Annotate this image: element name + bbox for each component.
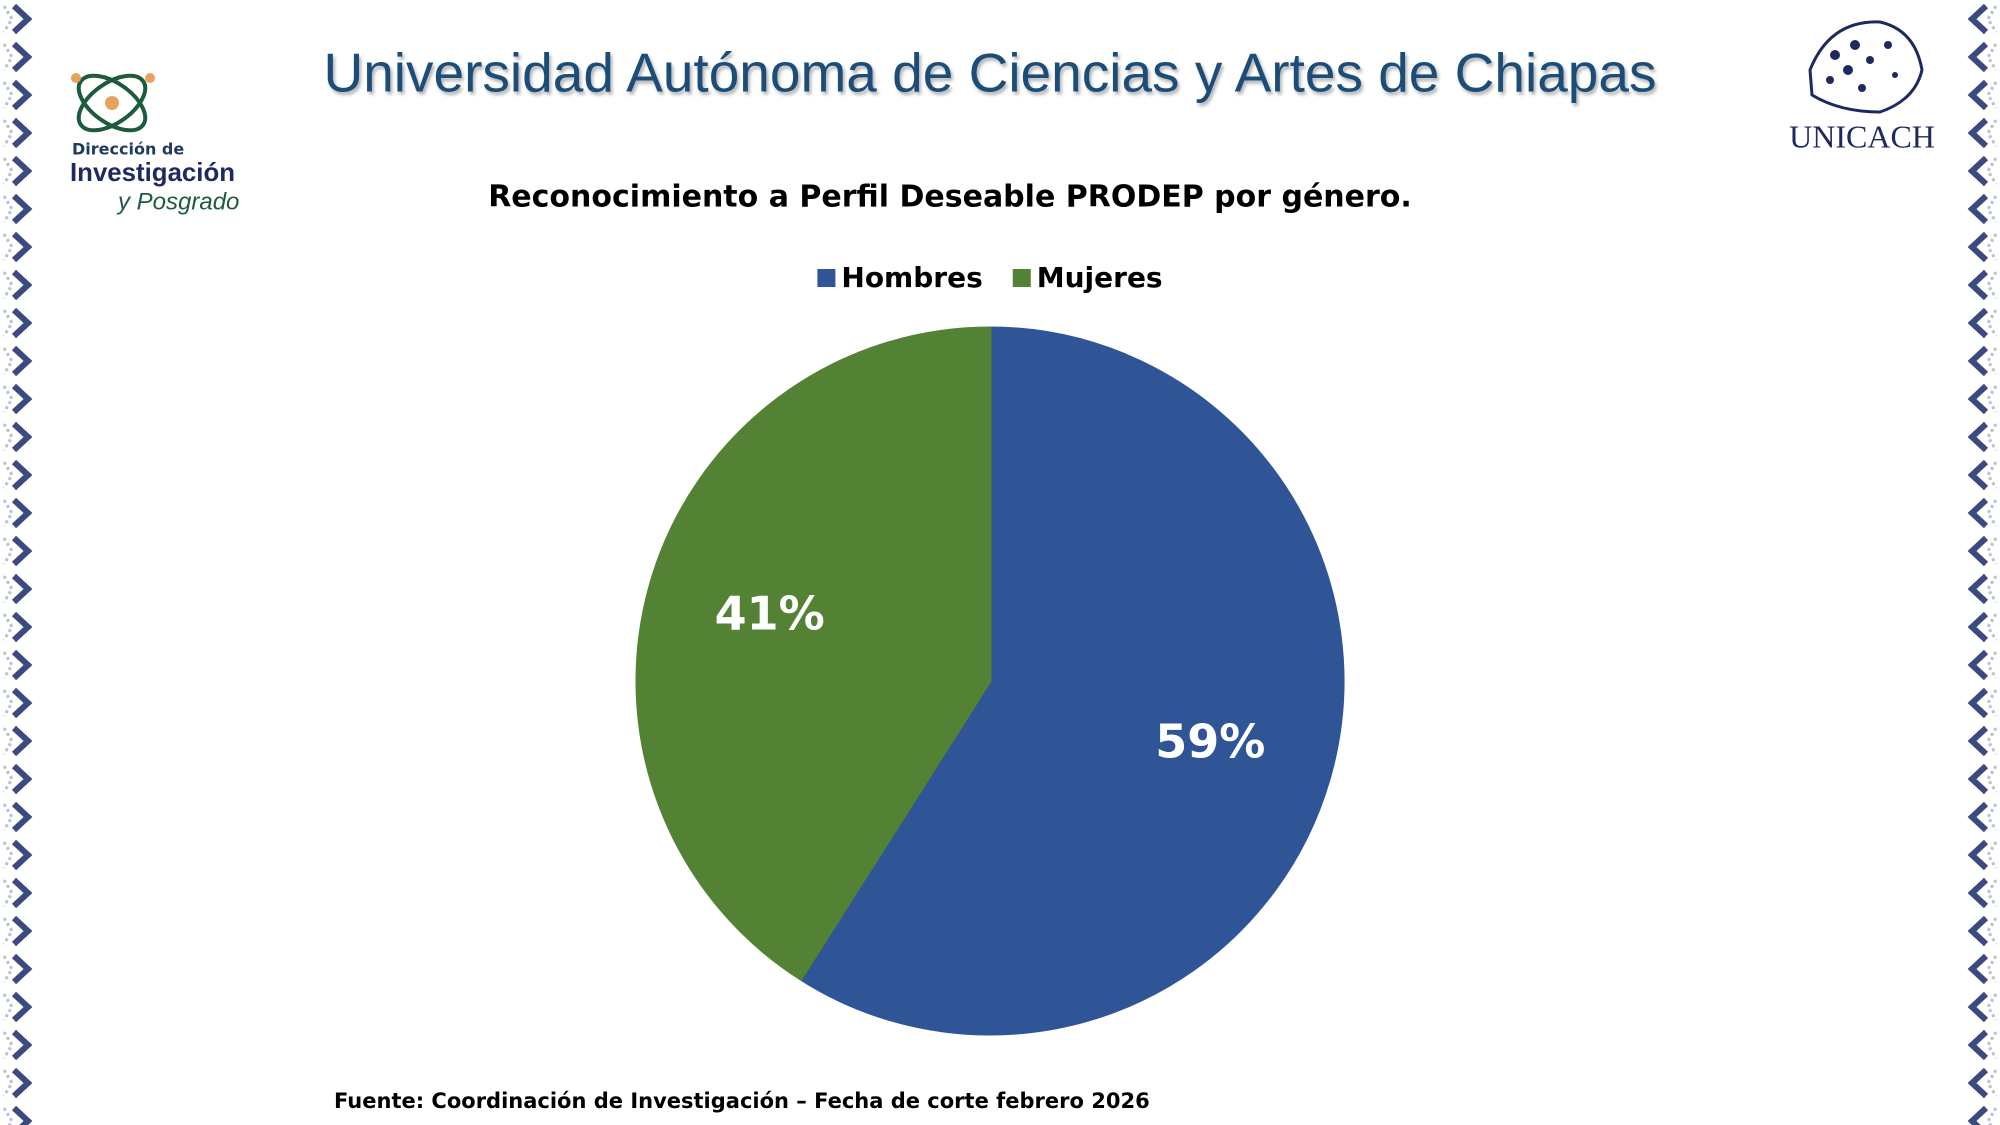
right-border: [1958, 0, 1998, 1125]
logo-line: Investigación: [70, 157, 235, 187]
legend-label: Mujeres: [1037, 261, 1163, 294]
legend-swatch: [1012, 269, 1031, 287]
pie: 59% 41%: [635, 326, 1345, 1036]
logo-line: Dirección de: [72, 140, 184, 159]
pie-slice: [635, 326, 992, 981]
right-logo: UNICACH: [1789, 20, 1935, 154]
legend-swatch: [817, 269, 836, 287]
logo-line: y Posgrado: [116, 188, 239, 215]
data-label: 41%: [715, 586, 825, 640]
pie-slice: [799, 326, 1345, 1036]
legend-label: Hombres: [841, 261, 982, 294]
left-border: [0, 0, 40, 1125]
chart-title: Reconocimiento a Perfil Deseable PRODEP …: [488, 180, 1412, 215]
left-logo: Dirección de Investigación y Posgrado: [70, 73, 239, 215]
legend: Hombres Mujeres: [817, 261, 1163, 294]
data-label: 59%: [1155, 715, 1265, 769]
source-note: Fuente: Coordinación de Investigación – …: [334, 1089, 1150, 1113]
logo-text: UNICACH: [1789, 118, 1935, 154]
page-title: Universidad Autónoma de Ciencias y Artes…: [324, 42, 1657, 104]
